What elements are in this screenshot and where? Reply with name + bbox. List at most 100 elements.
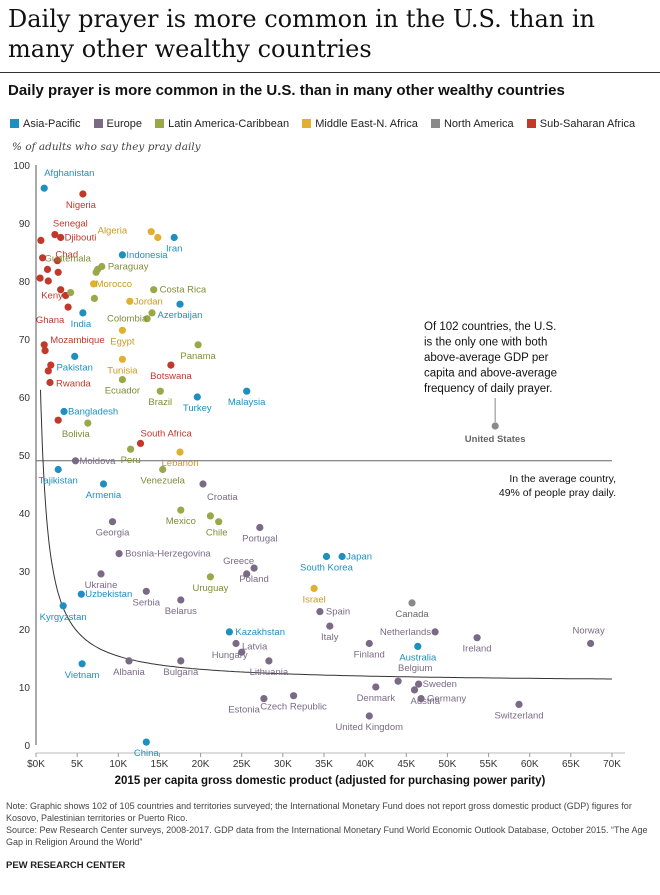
point-label-norway: Norway (573, 626, 605, 637)
chart-legend: Asia-Pacific Europe Latin America-Caribb… (10, 118, 660, 130)
data-point-austria (410, 686, 419, 694)
data-point-unlabeled (41, 347, 49, 355)
point-label-china: China (134, 748, 160, 759)
data-point-estonia (260, 695, 268, 703)
point-label-bangladesh: Bangladesh (68, 407, 118, 418)
y-tick-label: 20 (19, 625, 31, 636)
data-point-afghanistan (40, 184, 48, 192)
point-label-ghana: Ghana (36, 315, 65, 326)
x-tick-label: 30K (274, 759, 292, 770)
point-label-moldova: Moldova (79, 456, 116, 467)
data-point-finland (365, 639, 373, 648)
point-label-jordan: Jordan (134, 296, 163, 307)
point-label-lithuania: Lithuania (250, 667, 289, 678)
data-point-unlabeled (37, 236, 45, 244)
legend-label: Latin America-Caribbean (168, 118, 290, 130)
point-label-poland: Poland (239, 574, 269, 585)
point-label-tajikistan: Tajikistan (39, 476, 78, 487)
point-label-botswana: Botswana (150, 371, 192, 382)
data-point-croatia (199, 480, 207, 488)
point-label-italy: Italy (321, 632, 339, 643)
legend-item-europe: Europe (93, 118, 143, 130)
point-label-czech-republic: Czech Republic (260, 702, 327, 713)
data-point-malaysia (243, 387, 251, 395)
point-label-south-africa: South Africa (141, 428, 193, 439)
point-label-united-kingdom: United Kingdom (335, 722, 403, 733)
data-point-belarus (177, 596, 185, 604)
data-point-czech-republic (290, 692, 298, 700)
point-label-lebanon: Lebanon (162, 458, 199, 469)
data-point-venezuela (159, 465, 167, 474)
point-label-georgia: Georgia (96, 528, 131, 539)
data-point-kyrgyzstan (59, 602, 67, 610)
data-point-unlabeled (67, 289, 75, 297)
point-label-azerbaijan: Azerbaijan (158, 310, 203, 321)
point-label-netherlands: Netherlands (380, 627, 431, 638)
data-point-unlabeled (206, 512, 214, 520)
data-point-india (79, 309, 87, 317)
data-point-panama (194, 341, 202, 349)
point-label-pakistan: Pakistan (56, 362, 92, 373)
data-point-germany (417, 695, 425, 703)
point-label-peru: Peru (121, 455, 141, 466)
point-label-iran: Iran (166, 244, 182, 255)
y-tick-label: 30 (19, 567, 31, 578)
data-point-unlabeled (54, 268, 62, 276)
data-point-turkey (193, 393, 201, 401)
legend-swatch-europe (93, 119, 103, 128)
data-point-ukraine (97, 570, 105, 578)
y-tick-label: 100 (13, 161, 30, 172)
legend-item-sub-saharan-africa: Sub-Saharan Africa (526, 118, 635, 130)
us-annotation-text: above-average GDP per (424, 352, 549, 364)
point-label-bosnia-herzegovina: Bosnia-Herzegovina (125, 549, 211, 560)
point-label-united-states: United States (465, 434, 526, 445)
y-tick-label: 50 (19, 451, 31, 462)
data-point-unlabeled (148, 309, 156, 317)
point-label-indonesia: Indonesia (126, 250, 168, 261)
point-label-rwanda: Rwanda (56, 379, 92, 390)
data-point-mexico (177, 506, 185, 514)
source-attribution: PEW RESEARCH CENTER (6, 860, 126, 871)
point-label-venezuela: Venezuela (141, 476, 186, 487)
x-tick-label: 70K (603, 759, 621, 770)
data-point-bolivia (84, 419, 92, 427)
data-point-unlabeled (47, 361, 55, 369)
legend-label: Europe (106, 118, 143, 130)
data-point-hungary (238, 648, 246, 656)
point-label-panama: Panama (180, 351, 216, 362)
data-point-unlabeled (92, 268, 100, 276)
point-label-ukraine: Ukraine (85, 580, 118, 591)
data-point-moldova (71, 457, 80, 465)
point-label-brazil: Brazil (148, 397, 172, 408)
point-label-israel: Israel (303, 594, 326, 605)
data-point-albania (125, 657, 133, 665)
x-tick-label: 55K (480, 759, 498, 770)
data-point-serbia (142, 587, 150, 595)
data-point-nigeria (79, 190, 87, 198)
legend-item-middle-east: Middle East-N. Africa (302, 118, 418, 130)
point-label-turkey: Turkey (183, 403, 212, 414)
point-label-japan: Japan (346, 552, 372, 563)
data-point-kazakhstan (225, 628, 233, 636)
data-point-morocco (90, 280, 98, 288)
point-label-mozambique: Mozambique (50, 335, 104, 346)
point-label-kazakhstan: Kazakhstan (235, 627, 285, 638)
data-point-colombia (143, 315, 151, 323)
data-point-djibouti (57, 233, 65, 242)
point-label-canada: Canada (395, 609, 429, 620)
data-point-uruguay (206, 573, 214, 581)
y-tick-label: 0 (24, 741, 30, 752)
data-point-algeria (147, 228, 155, 236)
note-text: Note: Graphic shows 102 of 105 countries… (6, 801, 632, 823)
data-point-jordan (126, 297, 134, 305)
point-label-serbia: Serbia (133, 597, 161, 608)
point-label-paraguay: Paraguay (108, 262, 149, 273)
x-tick-label: 35K (315, 759, 333, 770)
chart-title: Daily prayer is more common in the U.S. … (8, 82, 565, 99)
legend-label: North America (443, 118, 514, 130)
data-point-bosnia-herzegovina (115, 550, 123, 558)
y-tick-label: 80 (19, 277, 31, 288)
point-label-estonia: Estonia (228, 705, 260, 716)
data-point-lithuania (265, 657, 273, 665)
data-point-united-states (491, 422, 499, 430)
